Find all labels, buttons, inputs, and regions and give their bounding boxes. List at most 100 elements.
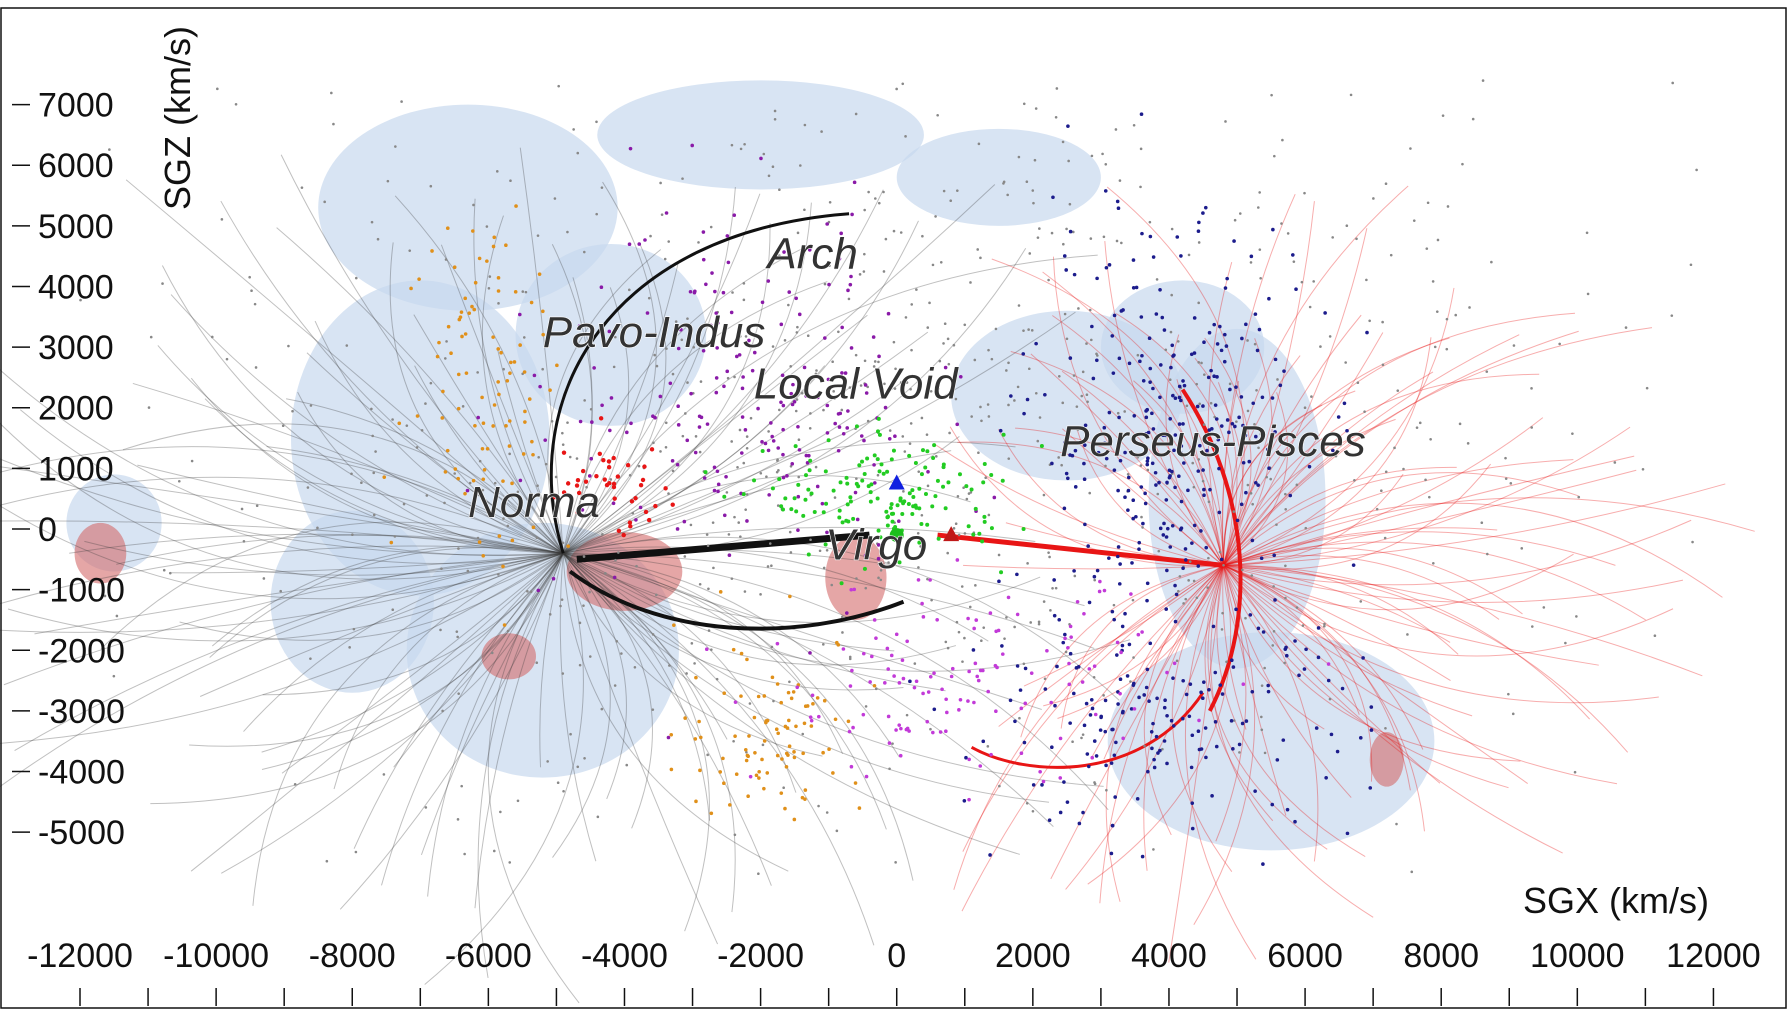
galaxy-point bbox=[942, 189, 946, 193]
galaxy-point bbox=[490, 651, 494, 655]
galaxy-point bbox=[1260, 395, 1265, 400]
galaxy-point bbox=[1036, 439, 1040, 443]
galaxy-point bbox=[425, 494, 429, 497]
galaxy-point bbox=[733, 700, 738, 704]
galaxy-point bbox=[1258, 248, 1262, 251]
galaxy-point bbox=[598, 416, 604, 421]
galaxy-point bbox=[1402, 467, 1405, 471]
galaxy-point bbox=[575, 457, 579, 460]
galaxy-point bbox=[900, 512, 905, 517]
galaxy-point bbox=[1117, 415, 1121, 420]
galaxy-point bbox=[576, 765, 580, 769]
galaxy-point bbox=[1129, 592, 1133, 596]
galaxy-point bbox=[1116, 702, 1120, 706]
galaxy-point bbox=[1695, 168, 1698, 172]
galaxy-point bbox=[1210, 427, 1214, 431]
galaxy-point bbox=[1258, 191, 1261, 194]
galaxy-point bbox=[854, 112, 858, 116]
galaxy-point bbox=[465, 488, 470, 493]
galaxy-point bbox=[946, 337, 950, 341]
galaxy-point bbox=[281, 424, 285, 428]
galaxy-point bbox=[739, 694, 743, 698]
galaxy-point bbox=[1445, 347, 1449, 351]
galaxy-point bbox=[920, 601, 924, 606]
galaxy-point bbox=[507, 419, 512, 423]
galaxy-point bbox=[1031, 189, 1035, 192]
galaxy-point bbox=[1261, 630, 1266, 634]
galaxy-point bbox=[1038, 770, 1042, 774]
galaxy-point bbox=[1001, 432, 1006, 437]
galaxy-point bbox=[1248, 439, 1252, 443]
galaxy-point bbox=[834, 266, 837, 270]
galaxy-point bbox=[693, 450, 698, 455]
galaxy-point bbox=[1207, 556, 1210, 560]
galaxy-point bbox=[1095, 276, 1099, 281]
galaxy-point bbox=[1132, 707, 1137, 711]
galaxy-point bbox=[1121, 709, 1125, 714]
galaxy-point bbox=[1284, 653, 1289, 658]
galaxy-point bbox=[726, 260, 731, 265]
galaxy-point bbox=[1203, 726, 1208, 730]
galaxy-point bbox=[676, 404, 680, 408]
galaxy-point bbox=[1229, 719, 1234, 723]
galaxy-point bbox=[794, 296, 798, 301]
flow-line bbox=[420, 552, 564, 856]
galaxy-point bbox=[1068, 624, 1073, 629]
flow-line bbox=[563, 548, 1085, 607]
galaxy-point bbox=[891, 448, 896, 453]
galaxy-point bbox=[601, 458, 606, 463]
galaxy-point bbox=[1165, 670, 1169, 675]
galaxy-point bbox=[546, 760, 549, 763]
galaxy-point bbox=[727, 533, 731, 536]
galaxy-point bbox=[1504, 477, 1508, 480]
galaxy-point bbox=[1129, 680, 1132, 683]
marker-circle bbox=[889, 528, 904, 543]
galaxy-point bbox=[1163, 433, 1168, 438]
galaxy-point bbox=[1490, 260, 1493, 264]
southern-stream bbox=[568, 569, 905, 631]
galaxy-point bbox=[529, 590, 533, 594]
flow-line bbox=[562, 246, 807, 554]
galaxy-point bbox=[946, 646, 950, 650]
galaxy-point bbox=[1365, 330, 1369, 335]
galaxy-point bbox=[894, 376, 898, 379]
galaxy-point bbox=[667, 492, 670, 495]
galaxy-point bbox=[1039, 444, 1044, 449]
galaxy-point bbox=[743, 428, 748, 432]
flow-line bbox=[562, 552, 946, 692]
galaxy-point bbox=[1104, 456, 1109, 461]
galaxy-point bbox=[859, 384, 863, 387]
galaxy-point bbox=[1375, 507, 1379, 511]
galaxy-point bbox=[1571, 432, 1574, 435]
galaxy-point bbox=[1481, 79, 1485, 82]
galaxy-point bbox=[839, 231, 843, 236]
galaxy-point bbox=[825, 431, 830, 435]
galaxy-point bbox=[869, 482, 874, 487]
galaxy-point bbox=[611, 484, 617, 490]
galaxy-point bbox=[739, 651, 744, 656]
galaxy-point bbox=[792, 496, 797, 501]
galaxy-point bbox=[1389, 253, 1393, 257]
galaxy-point bbox=[1093, 781, 1096, 784]
galaxy-point bbox=[1031, 783, 1036, 787]
galaxy-point bbox=[1183, 547, 1188, 551]
galaxy-point bbox=[1406, 633, 1409, 636]
galaxy-point bbox=[1445, 317, 1449, 321]
flow-line bbox=[1099, 565, 1224, 904]
galaxy-point bbox=[1454, 313, 1458, 317]
galaxy-point bbox=[551, 576, 556, 581]
galaxy-point bbox=[1022, 411, 1026, 416]
galaxy-point bbox=[889, 653, 894, 658]
x-tick-label: 8000 bbox=[1403, 937, 1479, 975]
galaxy-point bbox=[1109, 761, 1114, 765]
flow-line bbox=[562, 223, 771, 554]
galaxy-point bbox=[714, 376, 719, 380]
galaxy-point bbox=[420, 429, 424, 432]
flow-line bbox=[1223, 541, 1646, 621]
flow-line bbox=[381, 552, 564, 886]
flow-line bbox=[1143, 565, 1224, 871]
galaxy-point bbox=[837, 515, 842, 520]
galaxy-point bbox=[1008, 698, 1013, 703]
galaxy-point bbox=[722, 691, 727, 696]
flow-line bbox=[1042, 271, 1224, 566]
